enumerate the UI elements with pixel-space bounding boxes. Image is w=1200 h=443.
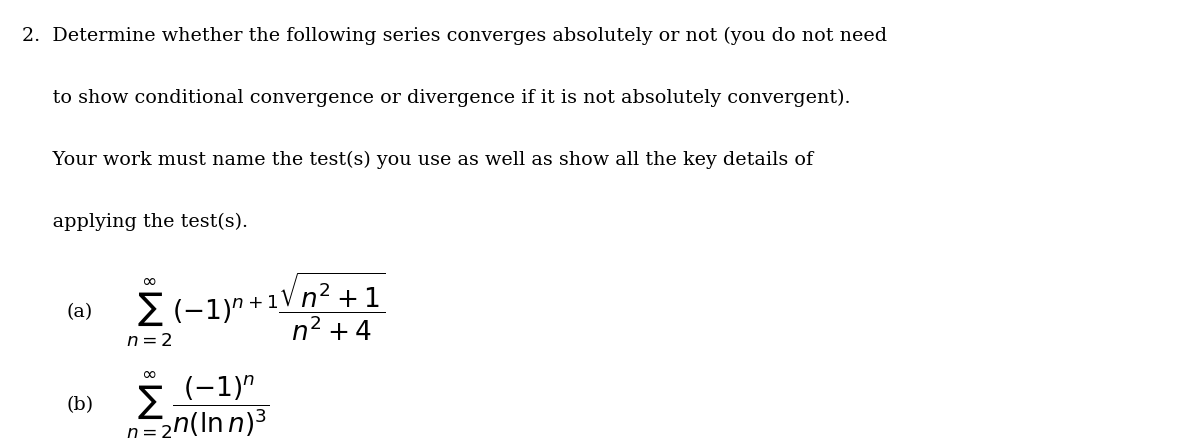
Text: $\sum_{n=2}^{\infty}(-1)^{n+1}\dfrac{\sqrt{n^2+1}}{n^2+4}$: $\sum_{n=2}^{\infty}(-1)^{n+1}\dfrac{\sq…: [126, 271, 385, 349]
Text: to show conditional convergence or divergence if it is not absolutely convergent: to show conditional convergence or diver…: [22, 89, 850, 107]
Text: $\sum_{n=2}^{\infty}\dfrac{(-1)^{n}}{n(\ln n)^3}$: $\sum_{n=2}^{\infty}\dfrac{(-1)^{n}}{n(\…: [126, 369, 269, 441]
Text: (b): (b): [66, 396, 94, 414]
Text: applying the test(s).: applying the test(s).: [22, 213, 247, 231]
Text: Your work must name the test(s) you use as well as show all the key details of: Your work must name the test(s) you use …: [22, 151, 812, 169]
Text: 2.  Determine whether the following series converges absolutely or not (you do n: 2. Determine whether the following serie…: [22, 27, 887, 45]
Text: (a): (a): [66, 303, 92, 321]
